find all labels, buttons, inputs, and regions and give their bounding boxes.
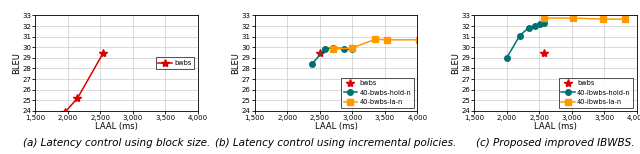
40-bwbs-la-n: [383, 39, 390, 41]
Line: 40-bwbs-la-n: 40-bwbs-la-n: [330, 36, 421, 52]
Text: (c) Proposed improved IBWBS.: (c) Proposed improved IBWBS.: [476, 138, 635, 148]
40-bwbs-la-n: [371, 38, 379, 40]
Text: (b) Latency control using incremental policies.: (b) Latency control using incremental po…: [216, 138, 456, 148]
40-ibwbs-hold-n: [540, 22, 548, 24]
Legend: bwbs, 40-ibwbs-hold-n, 40-ibwbs-la-n: bwbs, 40-ibwbs-hold-n, 40-ibwbs-la-n: [559, 78, 634, 107]
40-bwbs-la-n: [348, 47, 355, 49]
40-ibwbs-la-n: [569, 17, 577, 19]
40-bwbs-la-n: [329, 48, 337, 50]
Line: bwbs: bwbs: [61, 48, 108, 116]
X-axis label: LAAL (ms): LAAL (ms): [534, 122, 577, 131]
40-ibwbs-la-n: [621, 18, 629, 20]
40-bwbs-hold-n: [348, 48, 355, 50]
40-bwbs-hold-n: [340, 48, 348, 50]
bwbs: [61, 111, 69, 113]
40-ibwbs-hold-n: [516, 35, 524, 36]
40-bwbs-hold-n: [308, 63, 316, 65]
40-bwbs-hold-n: [321, 48, 329, 50]
40-bwbs-hold-n: [329, 47, 337, 49]
Y-axis label: BLEU: BLEU: [451, 52, 460, 74]
40-ibwbs-la-n: [599, 18, 607, 20]
bwbs: [100, 52, 108, 53]
40-ibwbs-hold-n: [525, 27, 532, 28]
40-ibwbs-la-n: [540, 17, 548, 19]
Y-axis label: BLEU: BLEU: [231, 52, 240, 74]
40-ibwbs-hold-n: [503, 57, 511, 59]
X-axis label: LAAL (ms): LAAL (ms): [95, 122, 138, 131]
40-ibwbs-hold-n: [531, 25, 538, 27]
40-bwbs-la-n: [415, 39, 422, 41]
Y-axis label: BLEU: BLEU: [12, 52, 20, 74]
bwbs: [74, 97, 81, 99]
Line: 40-ibwbs-hold-n: 40-ibwbs-hold-n: [504, 20, 547, 61]
Text: (a) Latency control using block size.: (a) Latency control using block size.: [23, 138, 210, 148]
X-axis label: LAAL (ms): LAAL (ms): [315, 122, 357, 131]
Legend: bwbs: bwbs: [156, 57, 195, 69]
Line: 40-ibwbs-la-n: 40-ibwbs-la-n: [541, 15, 628, 22]
Legend: bwbs, 40-bwbs-hold-n, 40-bwbs-la-n: bwbs, 40-bwbs-hold-n, 40-bwbs-la-n: [341, 78, 414, 107]
40-ibwbs-hold-n: [536, 24, 544, 25]
Line: 40-bwbs-hold-n: 40-bwbs-hold-n: [309, 45, 355, 67]
